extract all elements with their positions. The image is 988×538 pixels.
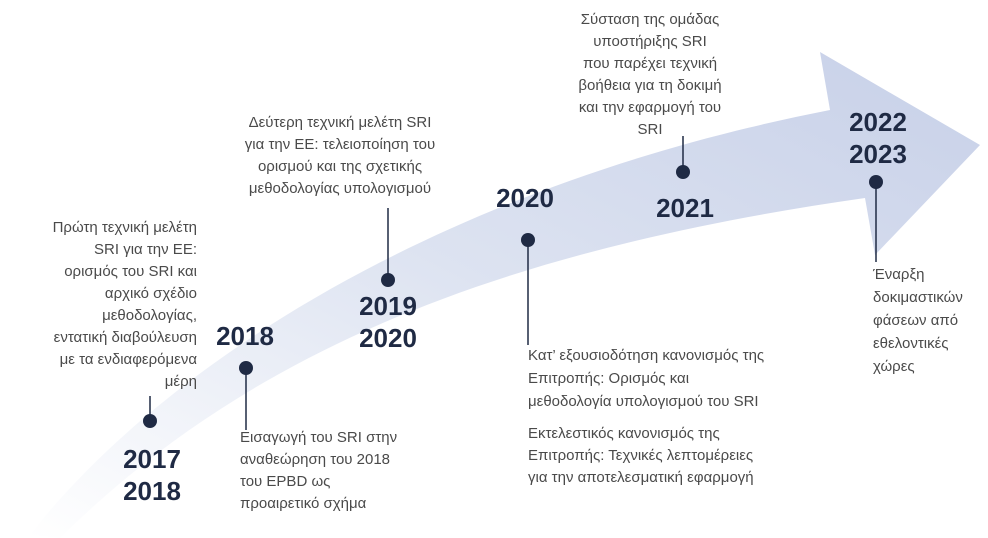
dot [143,414,157,428]
dot [869,175,883,189]
description: Επιτροπής: Τεχνικές λεπτομέρειες [528,447,753,464]
dot [676,165,690,179]
description: Εισαγωγή του SRI στην [240,429,397,446]
description: Έναρξη [872,266,925,283]
description: προαιρετικό σχήμα [240,495,367,512]
year: 2022 [849,107,907,137]
description: εντατική διαβούλευση [54,329,197,346]
description: του EPBD ως [240,473,330,490]
description: Επιτροπής: Ορισμός και [528,370,689,387]
description: βοήθεια για τη δοκιμή [578,77,721,94]
description: SRI [637,121,662,138]
description: Δεύτερη τεχνική μελέτη SRI [249,114,432,131]
description: χώρες [873,358,915,375]
description: μέρη [165,373,197,390]
description: Κατ’ εξουσιοδότηση κανονισμός της [528,347,764,364]
description: ορισμός του SRI και [64,263,197,280]
year: 2018 [123,476,181,506]
description: ορισμού και της σχετικής [258,158,422,175]
description: για την αποτελεσματική εφαρμογή [528,469,754,486]
year: 2020 [359,323,417,353]
description: με τα ενδιαφερόμενα [60,351,198,368]
year: 2020 [496,183,554,213]
description: δοκιμαστικών [873,289,963,306]
description: Σύσταση της ομάδας [581,11,719,28]
description: για την ΕΕ: τελειοποίηση του [245,136,435,153]
description: Πρώτη τεχνική μελέτη [53,219,197,236]
description: αναθεώρηση του 2018 [240,451,390,468]
description: φάσεων από [873,312,958,329]
year: 2018 [216,321,274,351]
description: μεθοδολογία υπολογισμού του SRI [528,393,759,410]
arrow [30,52,980,538]
description: εθελοντικές [873,335,949,352]
description: που παρέχει τεχνική [583,55,717,72]
dot [239,361,253,375]
description: SRI για την ΕΕ: [94,241,197,258]
description: υποστήριξης SRI [593,33,707,50]
year: 2023 [849,139,907,169]
dot [521,233,535,247]
year: 2021 [656,193,714,223]
description: αρχικό σχέδιο [105,285,197,302]
description: μεθοδολογίας υπολογισμού [249,180,431,197]
year: 2019 [359,291,417,321]
description: Εκτελεστικός κανονισμός της [528,425,720,442]
description: μεθοδολογίας, [102,307,197,324]
year: 2017 [123,444,181,474]
dot [381,273,395,287]
description: και την εφαρμογή του [579,99,721,116]
